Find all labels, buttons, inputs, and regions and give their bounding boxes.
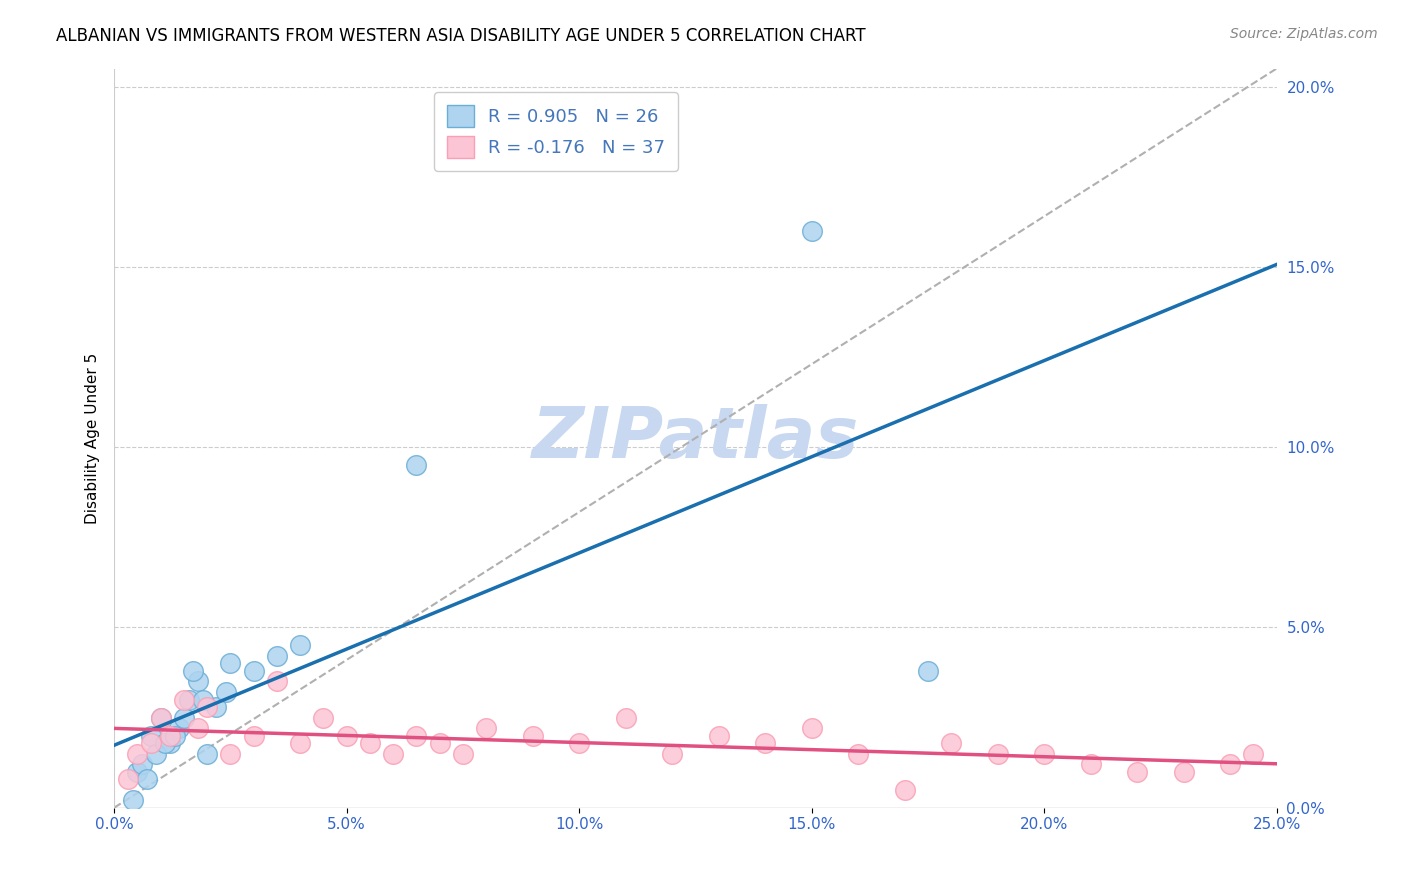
Legend: R = 0.905   N = 26, R = -0.176   N = 37: R = 0.905 N = 26, R = -0.176 N = 37	[434, 93, 678, 170]
Albanians	[173, 710, 195, 724]
Albanians	[127, 764, 149, 779]
Immigrants from Western Asia	[359, 736, 381, 750]
Albanians	[205, 699, 228, 714]
Immigrants from Western Asia	[1126, 764, 1149, 779]
Albanians	[155, 736, 177, 750]
Immigrants from Western Asia	[1219, 757, 1241, 772]
Albanians	[800, 224, 823, 238]
Albanians	[917, 664, 939, 678]
Immigrants from Western Asia	[266, 674, 288, 689]
Immigrants from Western Asia	[173, 692, 195, 706]
Albanians	[242, 664, 264, 678]
Immigrants from Western Asia	[522, 729, 544, 743]
Immigrants from Western Asia	[429, 736, 451, 750]
Immigrants from Western Asia	[336, 729, 359, 743]
Albanians	[405, 458, 427, 472]
Immigrants from Western Asia	[707, 729, 730, 743]
Immigrants from Western Asia	[475, 722, 498, 736]
Immigrants from Western Asia	[1080, 757, 1102, 772]
Albanians	[169, 722, 191, 736]
Immigrants from Western Asia	[312, 710, 335, 724]
Albanians	[131, 757, 153, 772]
Immigrants from Western Asia	[195, 699, 218, 714]
Albanians	[195, 747, 218, 761]
Immigrants from Western Asia	[614, 710, 637, 724]
Immigrants from Western Asia	[1173, 764, 1195, 779]
Immigrants from Western Asia	[127, 747, 149, 761]
Albanians	[219, 657, 242, 671]
Immigrants from Western Asia	[242, 729, 264, 743]
Text: ZIPatlas: ZIPatlas	[531, 403, 859, 473]
Immigrants from Western Asia	[187, 722, 209, 736]
Text: Source: ZipAtlas.com: Source: ZipAtlas.com	[1230, 27, 1378, 41]
Immigrants from Western Asia	[1033, 747, 1056, 761]
Albanians	[181, 664, 204, 678]
Albanians	[163, 729, 186, 743]
Text: ALBANIAN VS IMMIGRANTS FROM WESTERN ASIA DISABILITY AGE UNDER 5 CORRELATION CHAR: ALBANIAN VS IMMIGRANTS FROM WESTERN ASIA…	[56, 27, 866, 45]
Immigrants from Western Asia	[893, 782, 915, 797]
Immigrants from Western Asia	[117, 772, 139, 786]
Immigrants from Western Asia	[661, 747, 683, 761]
Immigrants from Western Asia	[568, 736, 591, 750]
Albanians	[177, 692, 200, 706]
Albanians	[191, 692, 214, 706]
Immigrants from Western Asia	[149, 710, 172, 724]
Albanians	[266, 649, 288, 664]
Immigrants from Western Asia	[159, 729, 181, 743]
Albanians	[145, 747, 167, 761]
Albanians	[159, 736, 181, 750]
Albanians	[290, 639, 312, 653]
Immigrants from Western Asia	[987, 747, 1010, 761]
Immigrants from Western Asia	[405, 729, 427, 743]
Albanians	[215, 685, 238, 699]
Immigrants from Western Asia	[141, 736, 163, 750]
Immigrants from Western Asia	[941, 736, 963, 750]
Albanians	[121, 793, 143, 807]
Immigrants from Western Asia	[1241, 747, 1264, 761]
Immigrants from Western Asia	[382, 747, 405, 761]
Immigrants from Western Asia	[754, 736, 776, 750]
Immigrants from Western Asia	[800, 722, 823, 736]
Immigrants from Western Asia	[451, 747, 474, 761]
Immigrants from Western Asia	[846, 747, 869, 761]
Immigrants from Western Asia	[290, 736, 312, 750]
Y-axis label: Disability Age Under 5: Disability Age Under 5	[86, 352, 100, 524]
Albanians	[141, 729, 163, 743]
Albanians	[187, 674, 209, 689]
Albanians	[135, 772, 157, 786]
Albanians	[149, 710, 172, 724]
Immigrants from Western Asia	[219, 747, 242, 761]
